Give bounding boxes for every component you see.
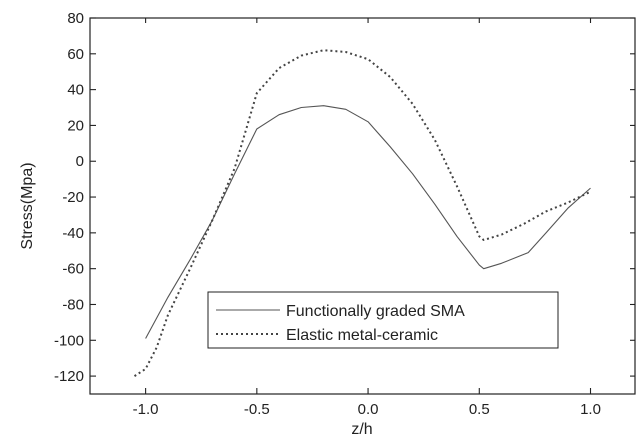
x-axis-title: z/h [351,421,372,438]
legend-label-sma: Functionally graded SMA [286,303,465,320]
x-tick-label: 0.0 [358,401,379,418]
legend: Functionally graded SMA Elastic metal-ce… [207,291,559,349]
y-tick-label: -100 [54,332,84,349]
y-tick-label: 80 [67,10,84,27]
y-tick-label: -20 [62,189,84,206]
x-tick-label: 1.0 [580,401,601,418]
legend-box [207,291,559,349]
x-tick-label: 0.5 [469,401,490,418]
y-tick-label: 20 [67,117,84,134]
y-tick-label: 40 [67,82,84,99]
x-axis-ticks: -1.0 -0.5 0.0 0.5 1.0 [133,18,601,418]
series-line-functionally-graded-sma [145,105,591,339]
series-layer [133,49,591,377]
legend-label-ceramic: Elastic metal-ceramic [286,327,438,344]
y-tick-label: -40 [62,225,84,242]
y-axis-ticks: 80 60 40 20 0 -20 -40 -60 -80 -100 -120 [54,10,635,385]
y-axis-title: Stress(Mpa) [19,162,36,249]
y-tick-label: 60 [67,46,84,63]
x-tick-label: -1.0 [133,401,159,418]
x-tick-label: -0.5 [244,401,270,418]
y-tick-label: -120 [54,368,84,385]
y-tick-label: 0 [76,153,84,170]
y-tick-label: -80 [62,296,84,313]
y-tick-label: -60 [62,261,84,278]
